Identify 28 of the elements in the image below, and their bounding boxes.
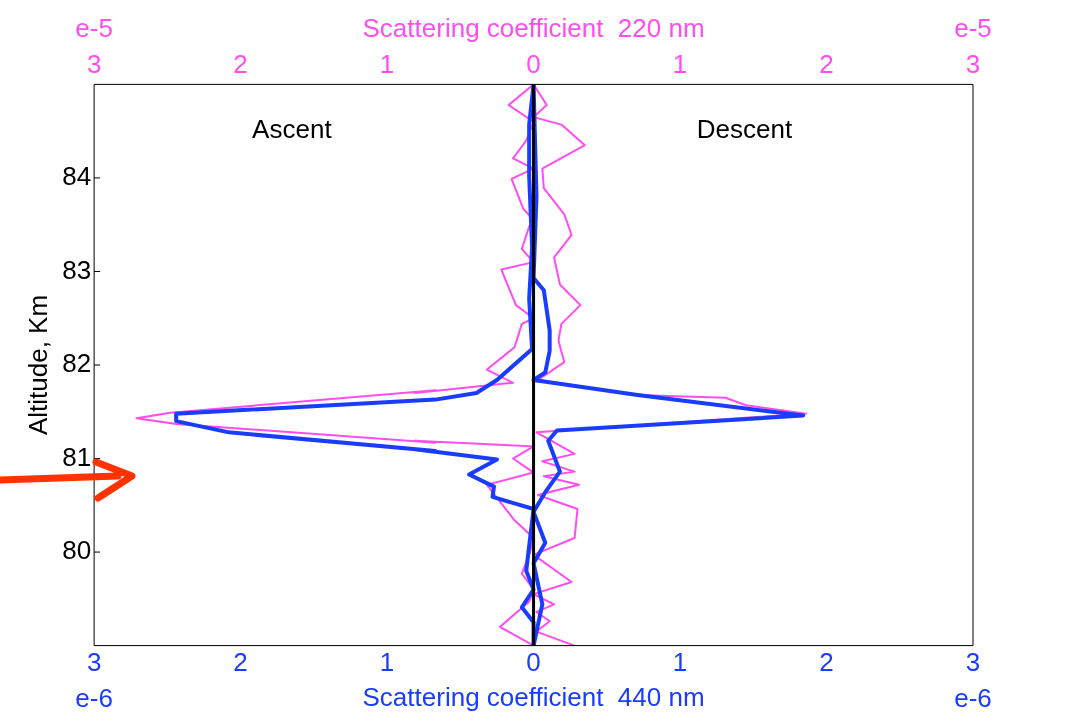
x2-tick-label: 0 [526,48,541,79]
x-tick-label: 3 [86,647,102,678]
x2-tick-label: 3 [965,48,981,79]
x2-axis-title: Scattering coefficient 220 nm [362,12,705,43]
x-tick-label: 3 [965,647,981,678]
annotation: Ascent [252,114,333,145]
x-tick-label: 2 [819,647,834,678]
y-tick-label: 83 [62,254,92,285]
x2-tick-label: 1 [379,48,395,79]
y-axis-title: Altitude, Km [22,294,53,436]
x2-tick-label: 3 [86,48,102,79]
x2-tick-label: 2 [233,48,248,79]
y-tick-label: 84 [62,161,92,192]
x-tick-label: 2 [233,647,248,678]
x-tick-label: 1 [672,647,688,678]
text: e-5 [954,13,992,44]
y-tick-label: 82 [62,348,92,379]
y-tick-label: 81 [62,441,92,472]
text: e-6 [75,683,113,714]
y-tick-label: 80 [62,535,92,566]
x-tick-label: 1 [379,647,395,678]
text: e-5 [75,13,113,44]
x-tick-label: 0 [526,647,541,678]
x2-tick-label: 1 [672,48,688,79]
x-axis-title: Scattering coefficient 440 nm [362,681,705,712]
text: e-6 [954,683,992,714]
annotation: Descent [696,114,793,145]
x2-tick-label: 2 [819,48,834,79]
